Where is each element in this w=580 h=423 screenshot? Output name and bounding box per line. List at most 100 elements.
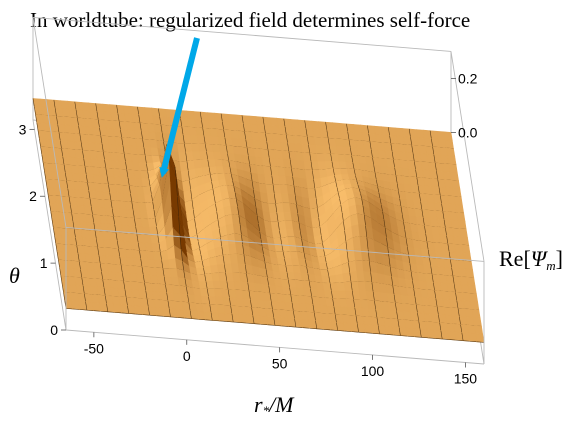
mesh-line [226, 321, 234, 323]
mesh-line [424, 225, 426, 234]
x-axis-label: r*/M [254, 392, 295, 418]
mesh-line [268, 324, 276, 326]
mesh-line [177, 197, 179, 218]
mesh-line [177, 317, 185, 319]
mesh-line [68, 196, 71, 206]
mesh-line [376, 179, 378, 187]
mesh-line [66, 180, 69, 189]
mesh-line [276, 212, 279, 222]
surface-patch [451, 179, 461, 190]
mesh-line [151, 194, 154, 203]
mesh-line [208, 167, 211, 175]
mesh-line [32, 98, 35, 107]
mesh-line [313, 179, 316, 189]
mesh-line [130, 193, 133, 203]
mesh-line [288, 151, 291, 160]
mesh-line [212, 188, 215, 197]
mesh-line [36, 122, 39, 131]
mesh-line [288, 279, 290, 288]
mesh-line [121, 137, 124, 146]
mesh-line [360, 193, 362, 199]
mesh-line [210, 312, 213, 321]
mesh-line [189, 180, 191, 191]
mesh-line [80, 269, 83, 278]
mesh-line [344, 330, 352, 332]
mesh-line [131, 202, 134, 211]
mesh-line [302, 327, 310, 329]
mesh-line [144, 282, 147, 292]
mesh-line [357, 184, 360, 189]
x-tick-label: 0 [183, 348, 191, 364]
mesh-line [315, 198, 318, 209]
mesh-line [335, 181, 338, 188]
mesh-line [395, 302, 397, 312]
mesh-line [381, 204, 383, 212]
mesh-line [174, 166, 177, 179]
mesh-line [316, 328, 324, 330]
mesh-line [75, 237, 78, 246]
mesh-line [426, 241, 429, 251]
mesh-line [37, 130, 40, 139]
mesh-line [227, 289, 230, 298]
mesh-line [248, 290, 251, 300]
mesh-line [101, 143, 104, 153]
mesh-line [450, 259, 452, 269]
mesh-line [246, 273, 249, 283]
y-tick-label: 0 [50, 322, 58, 338]
mesh-line [165, 284, 167, 293]
mesh-line [463, 340, 471, 342]
mesh-line [272, 309, 275, 318]
mesh-line [190, 190, 193, 200]
mesh-line [358, 188, 361, 194]
mesh-line [111, 208, 114, 217]
mesh-line [227, 153, 229, 161]
mesh-line [378, 192, 381, 199]
mesh-line [182, 135, 185, 144]
mesh-line [118, 248, 121, 258]
surface-patch [470, 301, 480, 311]
mesh-line [97, 119, 100, 128]
mesh-line [96, 111, 99, 120]
surface-patch [450, 171, 459, 182]
mesh-line [65, 172, 67, 181]
mesh-line [222, 121, 224, 130]
mesh-line [256, 215, 259, 225]
mesh-line [284, 126, 287, 136]
mesh-line [367, 125, 369, 134]
mesh-line [397, 319, 400, 328]
x-tick-label: -50 [84, 340, 104, 356]
mesh-line [228, 160, 231, 168]
mesh-line [199, 248, 202, 255]
mesh-line [225, 272, 228, 282]
mesh-line [105, 168, 108, 177]
mesh-line [434, 290, 437, 299]
mesh-line [141, 131, 143, 140]
mesh-line [149, 314, 157, 317]
mesh-line [168, 308, 171, 317]
mesh-line [47, 195, 50, 204]
mesh-line [254, 198, 257, 208]
mesh-line [241, 115, 244, 124]
mesh-line [447, 243, 450, 252]
mesh-line [270, 166, 273, 176]
mesh-line [289, 287, 292, 296]
mesh-line [67, 188, 70, 198]
mesh-line [207, 159, 210, 168]
mesh-line [292, 176, 295, 187]
mesh-line [45, 179, 48, 188]
mesh-line [322, 243, 325, 251]
mesh-line [156, 226, 159, 236]
y-tick-label: 2 [29, 188, 37, 204]
mesh-line [103, 287, 106, 296]
mesh-line [233, 321, 241, 323]
mesh-line [281, 245, 284, 253]
mesh-line [99, 263, 102, 272]
mesh-line [175, 178, 178, 198]
mesh-line [251, 307, 254, 316]
mesh-line [388, 257, 391, 268]
mesh-line [270, 301, 273, 310]
mesh-line [282, 251, 285, 259]
mesh-line [439, 195, 442, 204]
mesh-line [438, 187, 441, 196]
mesh-line [410, 137, 413, 146]
